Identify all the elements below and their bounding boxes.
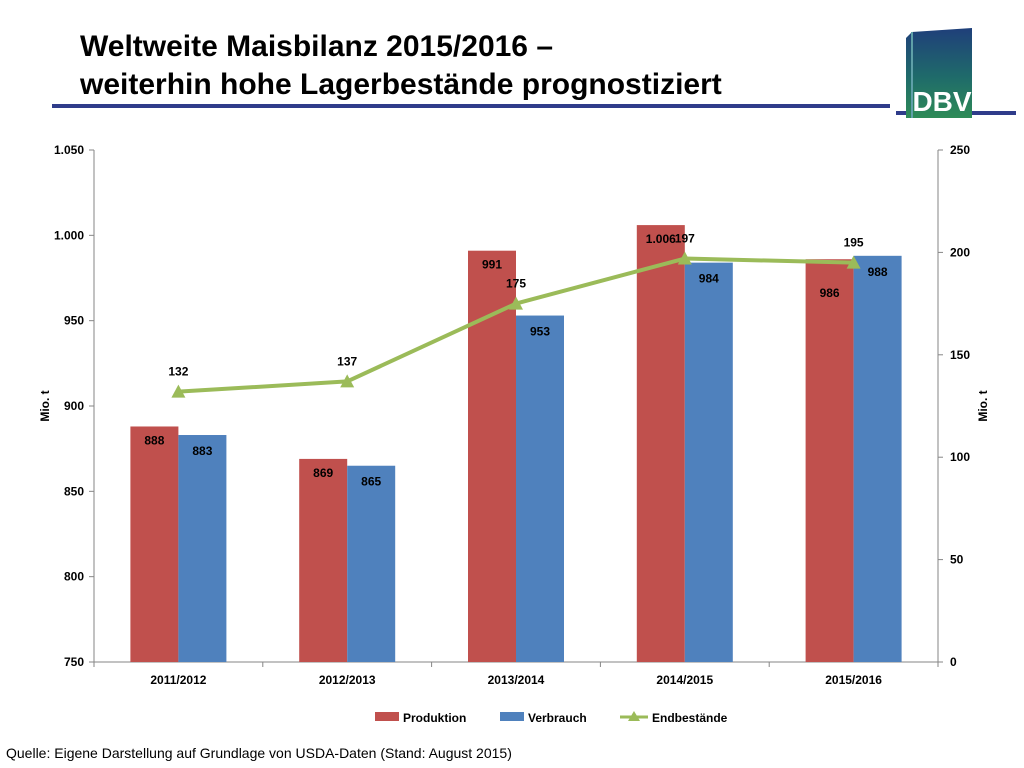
legend-marker-endbestaende: [628, 711, 640, 721]
legend-label-verbrauch: Verbrauch: [528, 711, 587, 725]
y-tick-label-right: 200: [950, 245, 970, 259]
data-label-produktion: 1.006: [646, 232, 676, 246]
marker-endbestaende: [677, 251, 692, 265]
data-label-produktion: 888: [144, 433, 164, 447]
marker-endbestaende: [171, 384, 186, 398]
marker-endbestaende: [340, 374, 355, 388]
svg-text:DBV: DBV: [912, 86, 971, 117]
x-tick-label: 2013/2014: [488, 673, 545, 687]
y-tick-label-left: 1.050: [54, 143, 84, 157]
x-tick-label: 2015/2016: [825, 673, 882, 687]
data-label-verbrauch: 988: [868, 265, 888, 279]
data-label-verbrauch: 883: [192, 444, 212, 458]
bar-produktion: [468, 250, 516, 662]
bar-produktion: [299, 458, 348, 662]
legend-swatch-verbrauch: [500, 712, 524, 721]
bars: [130, 225, 902, 663]
source-note: Quelle: Eigene Darstellung auf Grundlage…: [6, 745, 512, 761]
legend-label-endbestaende: Endbestände: [652, 711, 728, 725]
data-label-endbestaende: 195: [844, 236, 864, 250]
legend-swatch-produktion: [375, 712, 399, 721]
data-label-produktion: 986: [820, 286, 840, 300]
x-tick-label: 2011/2012: [150, 673, 206, 687]
data-label-verbrauch: 984: [699, 272, 719, 286]
y-tick-label-left: 850: [64, 484, 84, 498]
y-tick-label-right: 0: [950, 655, 957, 669]
marker-endbestaende: [509, 296, 523, 310]
data-label-verbrauch: 953: [530, 325, 550, 339]
bar-verbrauch: [684, 262, 733, 662]
data-label-endbestaende: 137: [337, 354, 357, 368]
slide-title: Weltweite Maisbilanz 2015/2016 – weiterh…: [80, 28, 722, 104]
line-series: [171, 251, 861, 398]
chart: 750 800 850 900 950 1.000 1.050 0 50 100 150 200 250…: [38, 143, 990, 725]
bar-produktion: [805, 259, 854, 662]
y-tick-label-left: 900: [64, 399, 84, 413]
data-label-endbestaende: 197: [675, 232, 695, 246]
x-tick-label: 2012/2013: [319, 673, 376, 687]
y-tick-label-right: 250: [950, 143, 970, 157]
legend: Produktion Verbrauch Endbestände: [375, 711, 728, 725]
axes: 750 800 850 900 950 1.000 1.050 0 50 100 150 200 250…: [38, 143, 990, 687]
y-tick-label-left: 950: [64, 314, 84, 328]
title-line-1: Weltweite Maisbilanz 2015/2016 –: [80, 30, 554, 63]
data-label-produktion: 991: [482, 258, 502, 272]
data-label-produktion: 869: [313, 466, 333, 480]
bar-verbrauch: [347, 465, 396, 662]
title-underline: [52, 104, 890, 108]
data-label-endbestaende: 175: [506, 277, 526, 291]
bar-verbrauch: [516, 315, 564, 662]
y-axis-title-left: Mio. t: [38, 390, 52, 421]
data-label-verbrauch: 865: [361, 475, 381, 489]
bar-verbrauch: [853, 255, 902, 662]
y-axis-title-right: Mio. t: [976, 390, 990, 421]
y-tick-label-right: 150: [950, 348, 970, 362]
y-tick-label-right: 50: [950, 553, 964, 567]
y-tick-label-left: 750: [64, 655, 84, 669]
dbv-logo: DBV: [906, 28, 972, 118]
bar-verbrauch: [178, 435, 227, 662]
y-tick-label-right: 100: [950, 450, 970, 464]
data-label-endbestaende: 132: [168, 365, 188, 379]
title-line-2: weiterhin hohe Lagerbestände prognostizi…: [80, 68, 722, 101]
bar-produktion: [636, 225, 685, 663]
x-tick-label: 2014/2015: [656, 673, 713, 687]
y-tick-label-left: 800: [64, 570, 84, 584]
y-tick-label-left: 1.000: [54, 228, 84, 242]
data-labels: 888 883 869 865 991 953 1.006 984 986 988 132 137 17…: [144, 232, 888, 489]
bar-produktion: [130, 426, 179, 662]
marker-endbestaende: [846, 255, 861, 269]
legend-label-produktion: Produktion: [403, 711, 466, 725]
